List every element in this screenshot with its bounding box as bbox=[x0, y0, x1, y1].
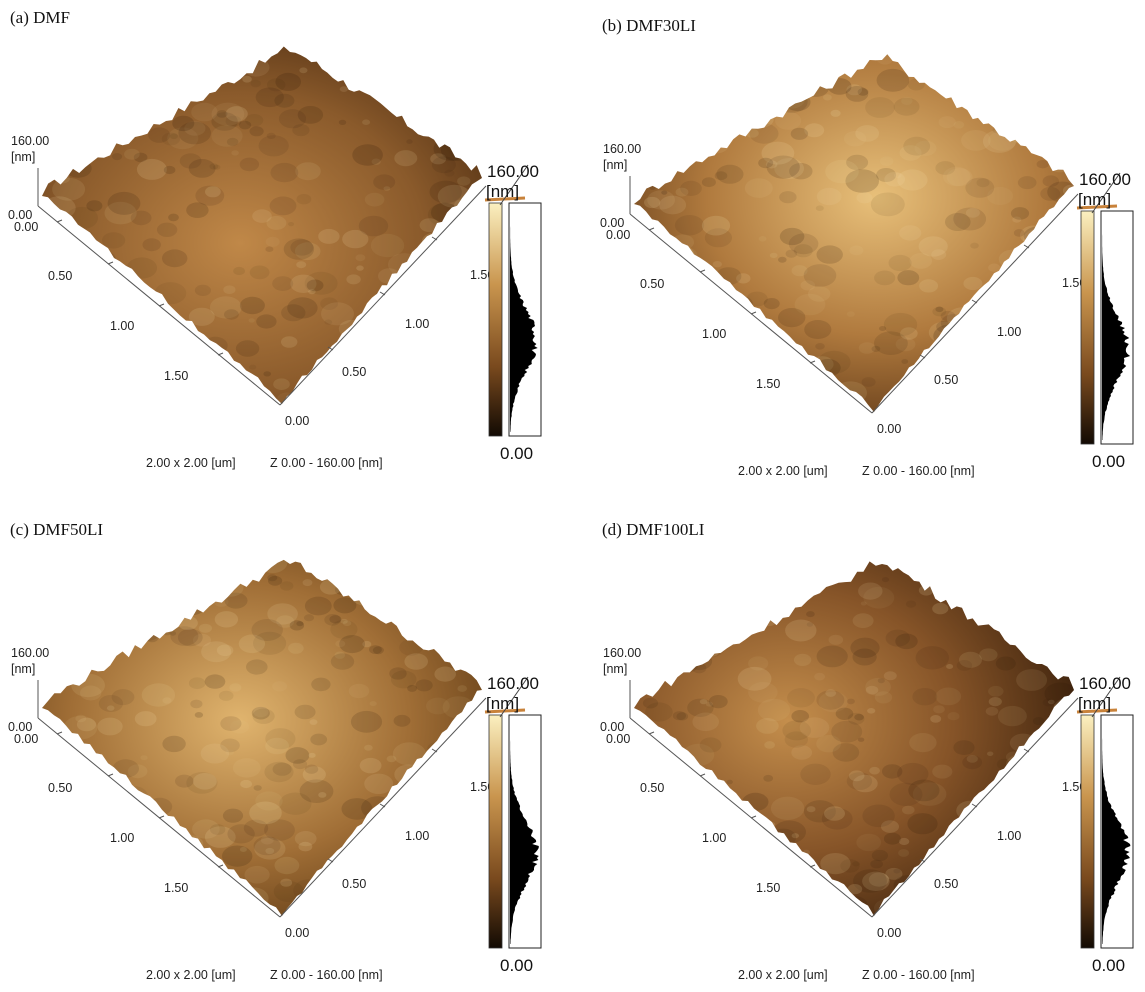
x-axis-tick: 0.50 bbox=[342, 365, 366, 379]
x-axis-origin: 0.00 bbox=[877, 926, 901, 940]
scale-min-label: 0.00 bbox=[1092, 452, 1125, 471]
height-histogram bbox=[1102, 218, 1131, 440]
z-range-label: Z 0.00 - 160.00 [nm] bbox=[862, 968, 975, 982]
z-axis-max: 160.00 bbox=[11, 134, 49, 148]
scan-size-label: 2.00 x 2.00 [um] bbox=[146, 968, 236, 982]
y-axis-tick: 0.00 bbox=[606, 228, 630, 242]
scan-size-label: 2.00 x 2.00 [um] bbox=[146, 456, 236, 470]
y-axis-tick: 1.50 bbox=[756, 881, 780, 895]
z-range-label: Z 0.00 - 160.00 [nm] bbox=[862, 464, 975, 478]
axis-lines bbox=[37, 680, 487, 918]
x-axis-tick: 1.50 bbox=[1062, 780, 1086, 794]
scale-unit-label: [nm] bbox=[486, 182, 519, 201]
panel-b: (b) DMF30LI160.00[nm]0.000.000.501.001.5… bbox=[600, 16, 1134, 478]
panel-caption: (a) DMF bbox=[10, 8, 70, 27]
scale-unit-label: [nm] bbox=[1078, 694, 1111, 713]
scale-max-label: 160.00 bbox=[1079, 674, 1131, 693]
color-scale bbox=[484, 164, 542, 437]
y-axis-tick: 1.50 bbox=[756, 377, 780, 391]
scan-size-label: 2.00 x 2.00 [um] bbox=[738, 464, 828, 478]
scale-unit-label: [nm] bbox=[486, 694, 519, 713]
height-histogram bbox=[510, 210, 538, 432]
x-axis-tick: 1.00 bbox=[405, 829, 429, 843]
y-axis-tick: 0.00 bbox=[14, 220, 38, 234]
axis-lines bbox=[629, 680, 1079, 918]
y-axis-tick: 0.00 bbox=[606, 732, 630, 746]
height-histogram bbox=[510, 722, 539, 944]
y-axis-tick: 0.50 bbox=[48, 781, 72, 795]
color-scale bbox=[1076, 676, 1134, 949]
scale-max-label: 160.00 bbox=[487, 162, 539, 181]
y-axis-tick: 1.00 bbox=[702, 327, 726, 341]
y-axis-tick: 0.50 bbox=[640, 781, 664, 795]
scale-max-label: 160.00 bbox=[1079, 170, 1131, 189]
y-axis-tick: 1.00 bbox=[110, 831, 134, 845]
panel-a: (a) DMF160.00[nm]0.000.000.501.001.500.0… bbox=[8, 8, 542, 470]
afm-surface bbox=[634, 54, 1074, 412]
axis-lines bbox=[37, 168, 487, 406]
z-axis-max: 160.00 bbox=[603, 142, 641, 156]
panel-d: (d) DMF100LI160.00[nm]0.000.000.501.001.… bbox=[600, 520, 1134, 982]
x-axis-tick: 0.50 bbox=[934, 877, 958, 891]
scale-max-label: 160.00 bbox=[487, 674, 539, 693]
scale-min-label: 0.00 bbox=[1092, 956, 1125, 975]
scale-min-label: 0.00 bbox=[500, 444, 533, 463]
scale-min-label: 0.00 bbox=[500, 956, 533, 975]
x-axis-origin: 0.00 bbox=[285, 926, 309, 940]
height-histogram bbox=[1102, 722, 1131, 944]
z-axis-unit: [nm] bbox=[11, 150, 35, 164]
panel-c: (c) DMF50LI160.00[nm]0.000.000.501.001.5… bbox=[8, 520, 542, 982]
scan-size-label: 2.00 x 2.00 [um] bbox=[738, 968, 828, 982]
z-axis-max: 160.00 bbox=[603, 646, 641, 660]
y-axis-tick: 1.00 bbox=[110, 319, 134, 333]
scale-unit-label: [nm] bbox=[1078, 190, 1111, 209]
x-axis-origin: 0.00 bbox=[877, 422, 901, 436]
x-axis-tick: 1.00 bbox=[997, 325, 1021, 339]
y-axis-tick: 1.00 bbox=[702, 831, 726, 845]
z-axis-zero: 0.00 bbox=[8, 208, 32, 222]
x-axis-tick: 1.00 bbox=[997, 829, 1021, 843]
panel-caption: (d) DMF100LI bbox=[602, 520, 705, 539]
z-axis-unit: [nm] bbox=[603, 158, 627, 172]
x-axis-tick: 1.00 bbox=[405, 317, 429, 331]
afm-surface bbox=[42, 559, 482, 916]
z-axis-unit: [nm] bbox=[11, 662, 35, 676]
color-scale bbox=[484, 676, 542, 949]
afm-surface bbox=[42, 46, 482, 404]
z-axis-unit: [nm] bbox=[603, 662, 627, 676]
x-axis-tick: 1.50 bbox=[1062, 276, 1086, 290]
panel-caption: (c) DMF50LI bbox=[10, 520, 103, 539]
y-axis-tick: 0.00 bbox=[14, 732, 38, 746]
afm-surface bbox=[634, 561, 1074, 916]
y-axis-tick: 1.50 bbox=[164, 369, 188, 383]
x-axis-tick: 1.50 bbox=[470, 268, 494, 282]
y-axis-tick: 0.50 bbox=[48, 269, 72, 283]
axis-lines bbox=[629, 176, 1079, 414]
x-axis-tick: 0.50 bbox=[934, 373, 958, 387]
z-axis-max: 160.00 bbox=[11, 646, 49, 660]
y-axis-tick: 1.50 bbox=[164, 881, 188, 895]
z-range-label: Z 0.00 - 160.00 [nm] bbox=[270, 456, 383, 470]
z-range-label: Z 0.00 - 160.00 [nm] bbox=[270, 968, 383, 982]
y-axis-tick: 0.50 bbox=[640, 277, 664, 291]
z-axis-zero: 0.00 bbox=[600, 720, 624, 734]
z-axis-zero: 0.00 bbox=[8, 720, 32, 734]
z-axis-zero: 0.00 bbox=[600, 216, 624, 230]
color-scale bbox=[1076, 172, 1134, 445]
x-axis-tick: 0.50 bbox=[342, 877, 366, 891]
x-axis-tick: 1.50 bbox=[470, 780, 494, 794]
x-axis-origin: 0.00 bbox=[285, 414, 309, 428]
panel-caption: (b) DMF30LI bbox=[602, 16, 696, 35]
